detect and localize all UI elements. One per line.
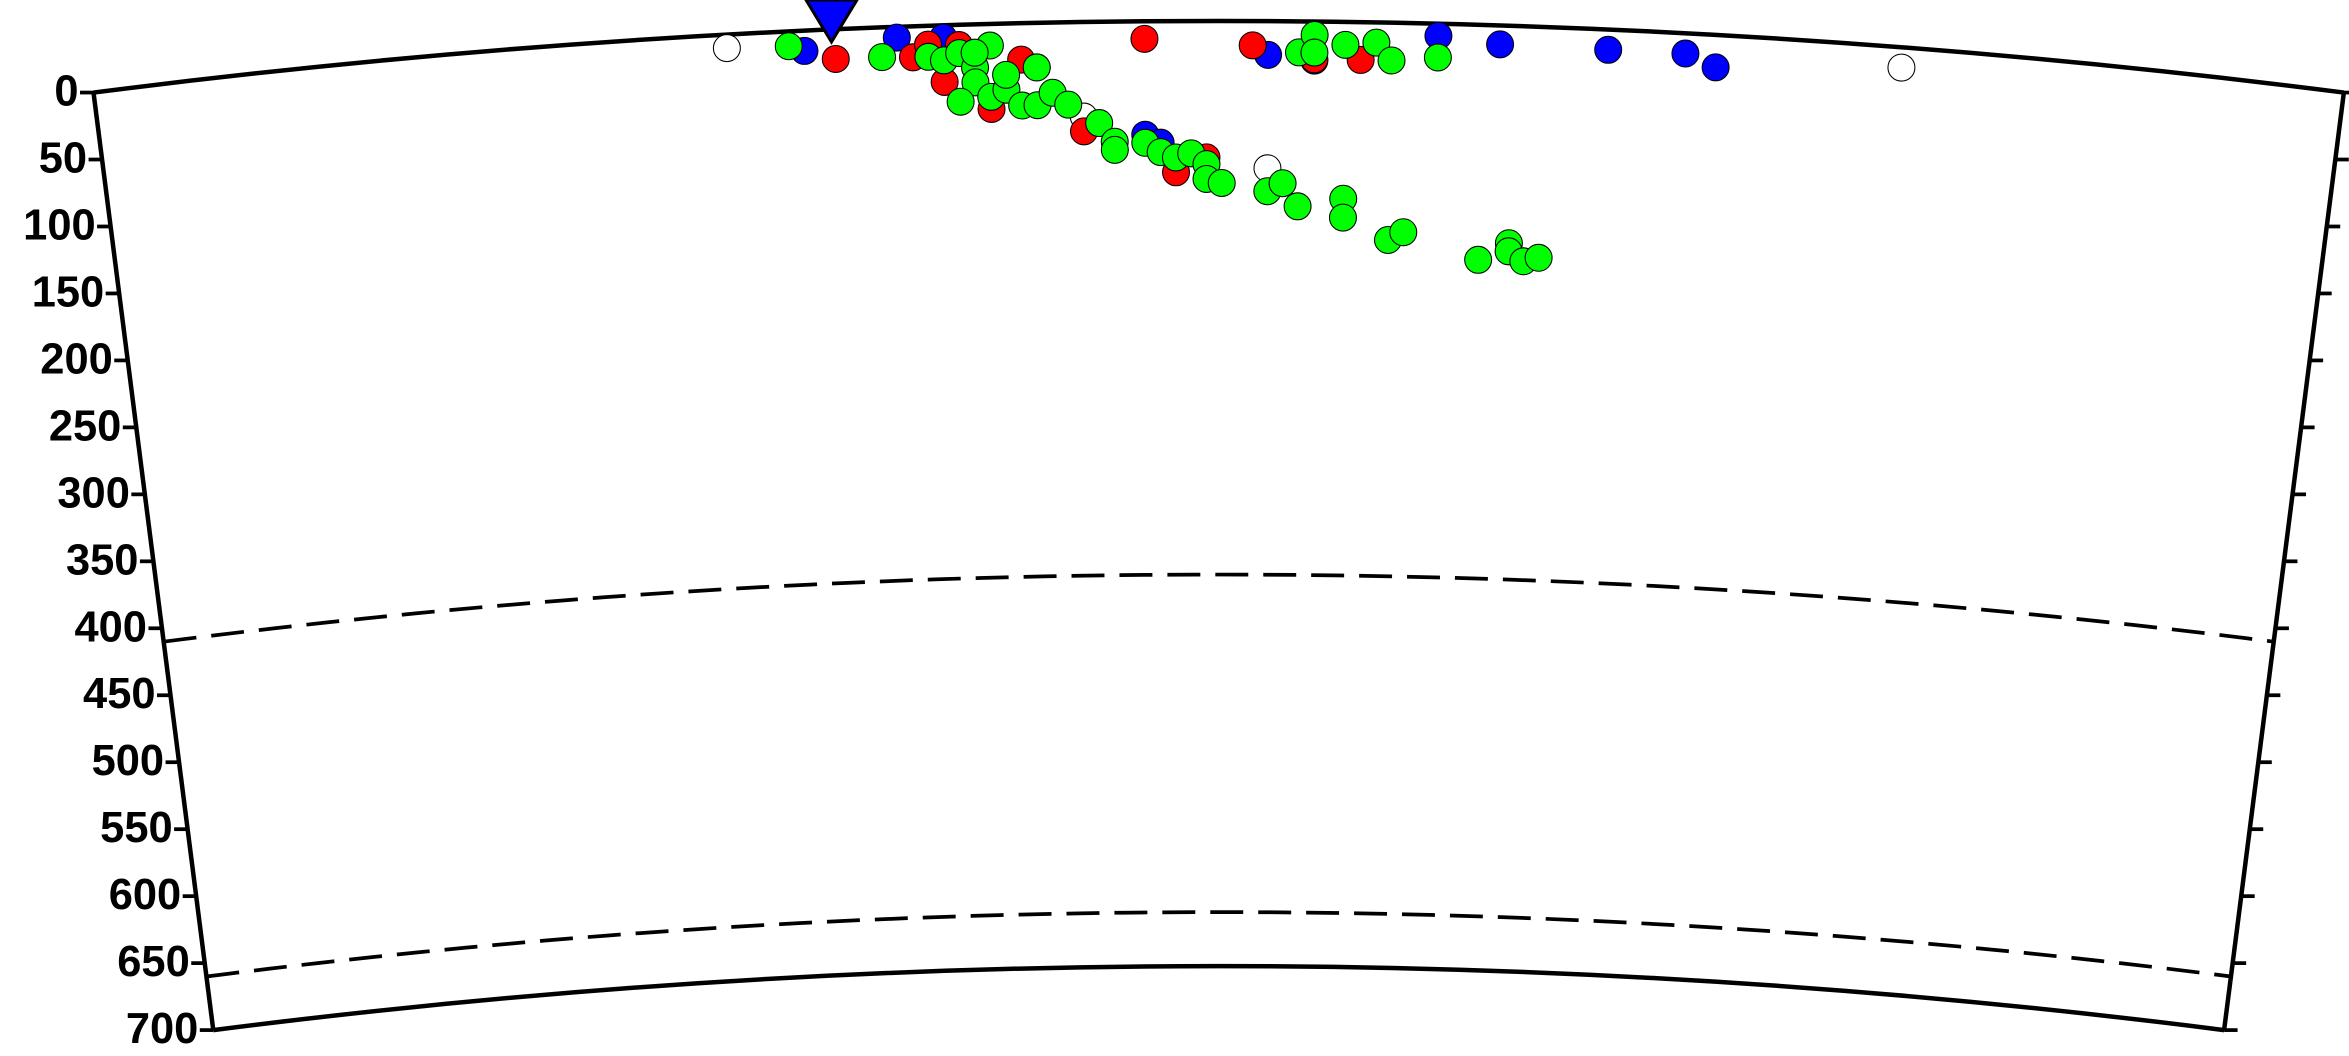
event-point: [1671, 39, 1700, 68]
surface-arc: [93, 18, 2345, 95]
event-point: [992, 60, 1021, 89]
y-tick-label: 100: [23, 201, 95, 249]
y-tick-label: 200: [40, 335, 112, 383]
event-point: [1054, 90, 1083, 119]
y-tick-label: 650: [117, 938, 189, 986]
event-point: [1331, 30, 1360, 59]
event-point: [712, 34, 741, 63]
y-tick-label: 450: [83, 670, 155, 718]
y-tick-label: 350: [66, 536, 138, 584]
discontinuity-line: [206, 910, 2232, 979]
y-tick-label: 250: [49, 402, 121, 450]
event-point: [1085, 109, 1114, 138]
y-tick-label: 550: [100, 804, 172, 852]
event-point: [1283, 192, 1312, 221]
event-point: [1130, 24, 1159, 53]
event-point: [1464, 245, 1493, 274]
event-point: [1486, 30, 1515, 59]
event-point: [1328, 203, 1357, 232]
y-tick-label: 500: [92, 737, 164, 785]
y-tick-label: 600: [109, 871, 181, 919]
event-point: [1022, 53, 1051, 82]
y-tick-label: 0: [54, 68, 78, 116]
event-point: [1238, 31, 1267, 60]
event-point: [1594, 35, 1623, 64]
event-point: [868, 43, 897, 72]
station-marker: [804, 0, 859, 45]
discontinuity-line: [163, 572, 2274, 644]
y-tick-label: 300: [57, 469, 129, 517]
event-point: [960, 38, 989, 67]
y-tick-label: 150: [32, 268, 104, 316]
event-point: [821, 44, 850, 73]
event-point: [1100, 135, 1129, 164]
frame: 0 50 100 150 200 250 300 350 400 450 500 550 600 650 7…: [23, 18, 2349, 1053]
event-point: [774, 32, 803, 61]
y-tick-label: 400: [75, 603, 147, 651]
event-point: [1268, 169, 1297, 198]
bottom-arc: [212, 963, 2225, 1033]
points: [712, 20, 1916, 276]
event-point: [1377, 46, 1406, 75]
event-point: [1887, 53, 1916, 82]
y-tick-label: 700: [126, 1005, 198, 1053]
event-point: [1524, 243, 1553, 272]
event-point: [1701, 53, 1730, 82]
event-point: [1389, 218, 1418, 247]
event-point: [1300, 38, 1329, 67]
event-point: [882, 23, 911, 52]
event-point: [1423, 43, 1452, 72]
event-point: [1207, 168, 1236, 198]
y-tick-label: 50: [39, 134, 87, 182]
event-point: [946, 87, 975, 116]
